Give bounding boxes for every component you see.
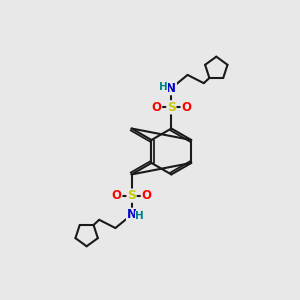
- Text: O: O: [181, 101, 191, 114]
- Text: O: O: [152, 101, 162, 114]
- Text: O: O: [141, 189, 151, 202]
- Text: S: S: [127, 189, 136, 202]
- Text: O: O: [112, 189, 122, 202]
- Text: N: N: [127, 208, 136, 221]
- Text: H: H: [136, 211, 144, 221]
- Text: N: N: [167, 82, 176, 95]
- Text: H: H: [159, 82, 167, 92]
- Text: S: S: [167, 101, 176, 114]
